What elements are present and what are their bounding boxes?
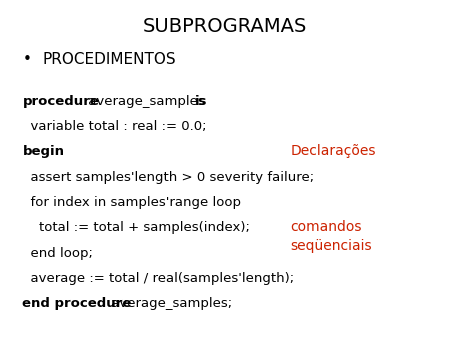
Text: •: • (22, 52, 32, 67)
Text: procedure: procedure (22, 95, 99, 107)
Text: average_samples: average_samples (84, 95, 209, 107)
Text: Declarações: Declarações (290, 144, 376, 158)
Text: is: is (195, 95, 207, 107)
Text: begin: begin (22, 145, 64, 158)
Text: variable total : real := 0.0;: variable total : real := 0.0; (22, 120, 207, 133)
Text: PROCEDIMENTOS: PROCEDIMENTOS (43, 52, 176, 67)
Text: end procedure: end procedure (22, 297, 132, 310)
Text: total := total + samples(index);: total := total + samples(index); (22, 221, 250, 234)
Text: comandos
seqüenciais: comandos seqüenciais (290, 220, 372, 253)
Text: for index in samples'range loop: for index in samples'range loop (22, 196, 242, 209)
Text: SUBPROGRAMAS: SUBPROGRAMAS (143, 17, 307, 36)
Text: assert samples'length > 0 severity failure;: assert samples'length > 0 severity failu… (22, 171, 315, 184)
Text: average_samples;: average_samples; (107, 297, 232, 310)
Text: average := total / real(samples'length);: average := total / real(samples'length); (22, 272, 295, 285)
Text: end loop;: end loop; (22, 247, 94, 260)
